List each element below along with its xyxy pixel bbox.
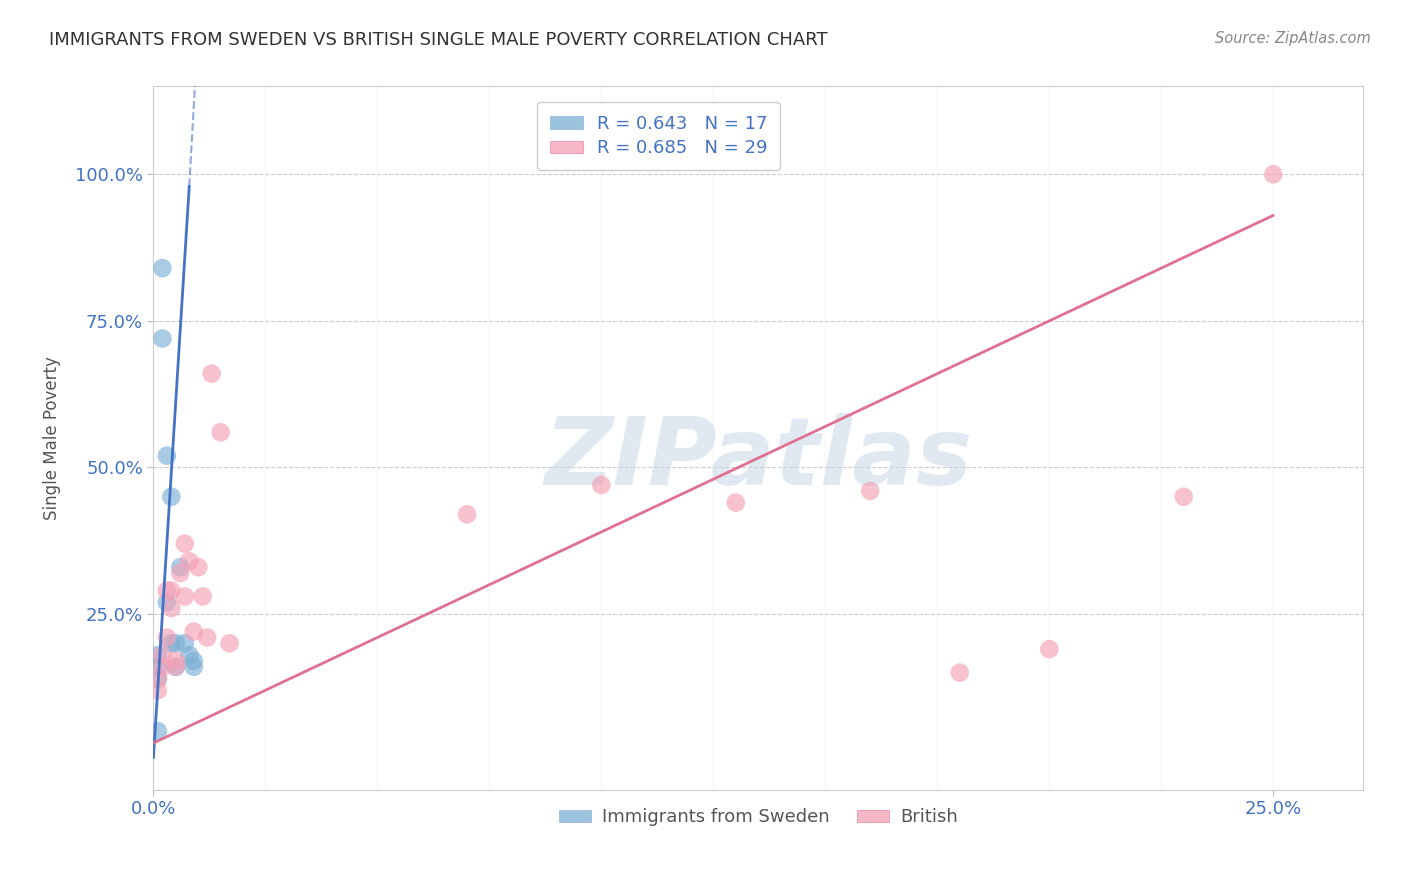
Point bbox=[156, 595, 179, 609]
Point bbox=[146, 683, 169, 698]
Point bbox=[1173, 490, 1195, 504]
Point bbox=[146, 672, 169, 686]
Point bbox=[201, 367, 224, 381]
Point bbox=[183, 660, 205, 674]
Point bbox=[160, 601, 183, 615]
Point bbox=[160, 583, 183, 598]
Point bbox=[169, 560, 191, 574]
Point bbox=[183, 624, 205, 639]
Point bbox=[859, 483, 882, 498]
Point bbox=[179, 554, 201, 568]
Point bbox=[146, 724, 169, 739]
Point bbox=[456, 508, 478, 522]
Point bbox=[146, 672, 169, 686]
Point bbox=[150, 261, 173, 276]
Point bbox=[156, 631, 179, 645]
Point bbox=[191, 590, 214, 604]
Point bbox=[160, 490, 183, 504]
Legend: Immigrants from Sweden, British: Immigrants from Sweden, British bbox=[551, 801, 965, 834]
Point bbox=[183, 654, 205, 668]
Point bbox=[173, 590, 195, 604]
Point bbox=[150, 331, 173, 345]
Point bbox=[591, 478, 613, 492]
Point bbox=[165, 636, 187, 650]
Point bbox=[156, 449, 179, 463]
Point bbox=[173, 636, 195, 650]
Text: ZIPatlas: ZIPatlas bbox=[544, 413, 972, 505]
Point bbox=[1038, 642, 1060, 657]
Point bbox=[187, 560, 209, 574]
Point bbox=[165, 660, 187, 674]
Point bbox=[165, 660, 187, 674]
Point bbox=[195, 631, 218, 645]
Point bbox=[724, 495, 747, 509]
Text: IMMIGRANTS FROM SWEDEN VS BRITISH SINGLE MALE POVERTY CORRELATION CHART: IMMIGRANTS FROM SWEDEN VS BRITISH SINGLE… bbox=[49, 31, 828, 49]
Point bbox=[165, 654, 187, 668]
Point bbox=[173, 536, 195, 550]
Point bbox=[218, 636, 240, 650]
Point bbox=[150, 648, 173, 662]
Point bbox=[949, 665, 972, 680]
Point bbox=[160, 636, 183, 650]
Point bbox=[1263, 167, 1285, 181]
Y-axis label: Single Male Poverty: Single Male Poverty bbox=[44, 356, 60, 520]
Point bbox=[169, 566, 191, 580]
Point bbox=[156, 583, 179, 598]
Point bbox=[146, 660, 169, 674]
Point bbox=[179, 648, 201, 662]
Point bbox=[209, 425, 232, 440]
Text: Source: ZipAtlas.com: Source: ZipAtlas.com bbox=[1215, 31, 1371, 46]
Point bbox=[150, 660, 173, 674]
Point bbox=[146, 648, 169, 662]
